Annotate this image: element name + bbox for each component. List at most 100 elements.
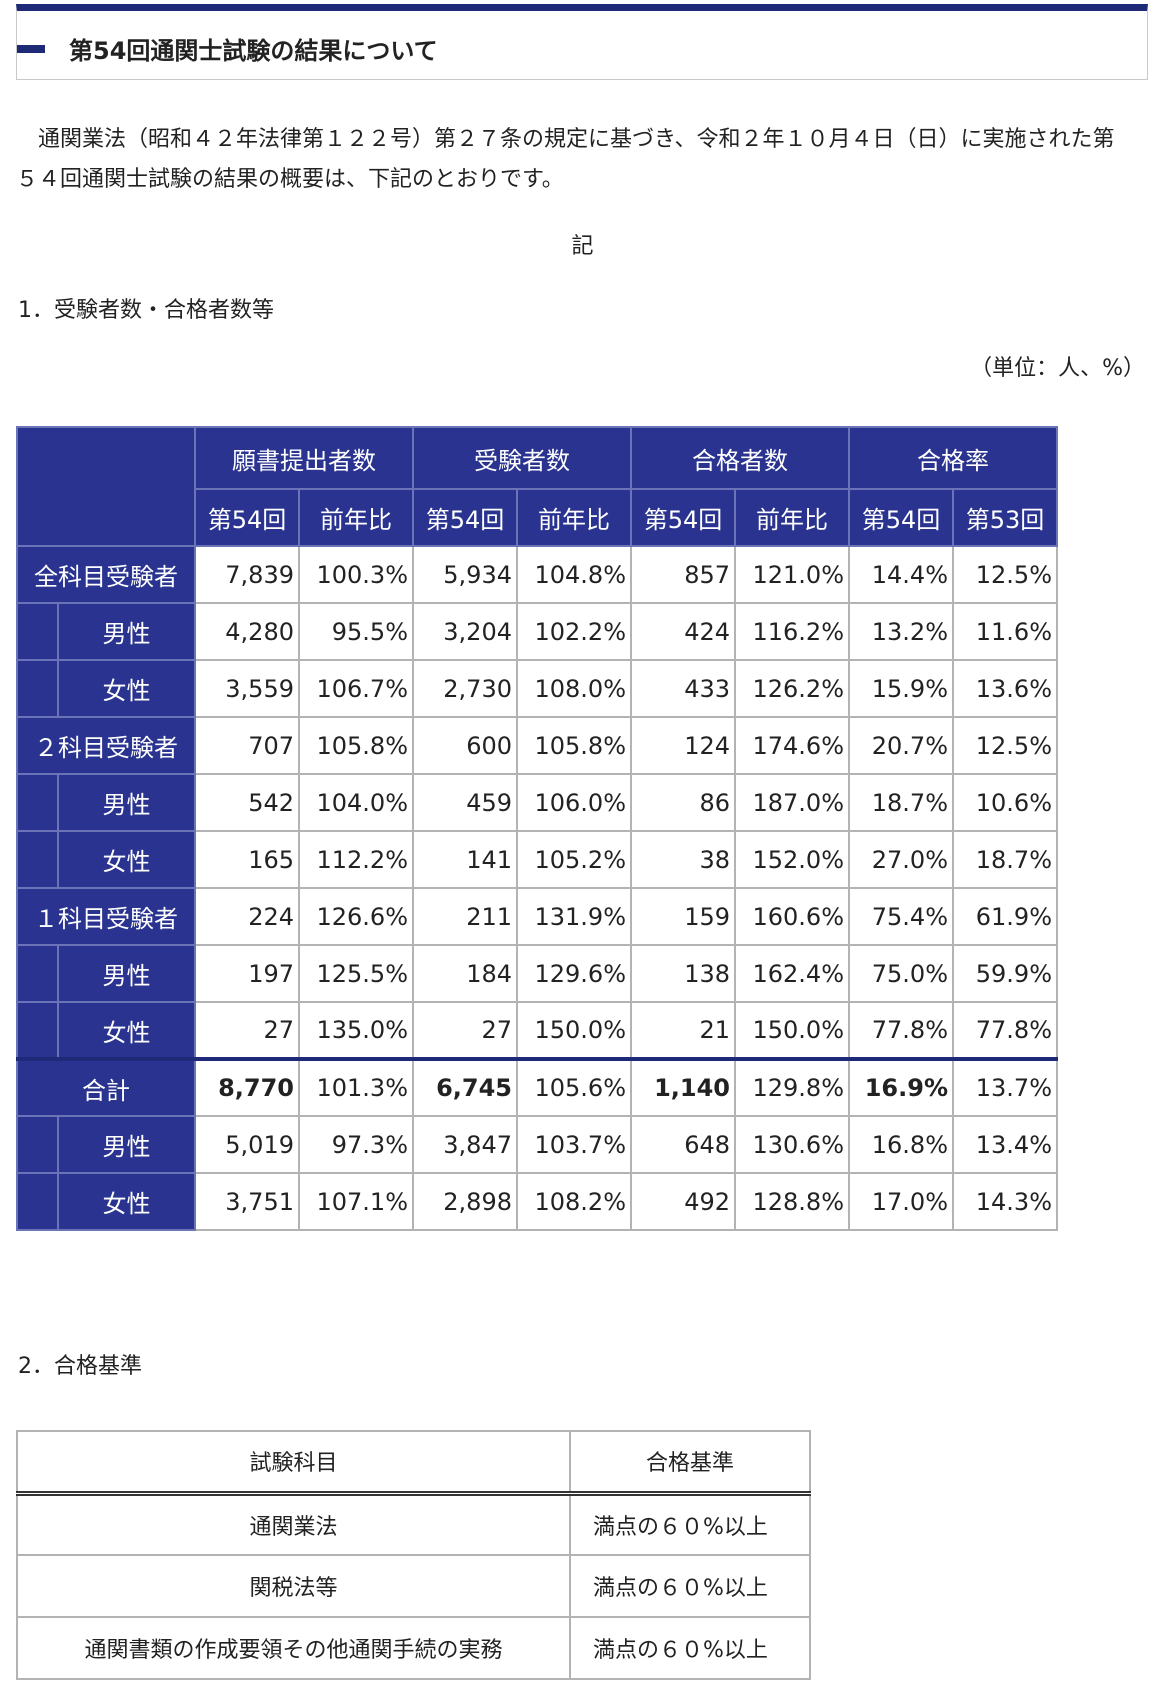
table-cell: 105.8% — [298, 716, 414, 775]
group-header-pass-rate: 合格率 — [848, 426, 1058, 490]
table-cell: 129.6% — [516, 944, 632, 1003]
group-header-examinees: 受験者数 — [412, 426, 632, 490]
table-row: ２科目受験者 707 105.8% 600 105.8% 124 174.6% 20.7% 12… — [16, 716, 1058, 775]
table-cell: 95.5% — [298, 602, 414, 661]
results-body: 全科目受験者 7,839 100.3% 5,934 104.8% 857 121.0% 14.… — [16, 545, 1058, 1231]
table-cell: 106.7% — [298, 659, 414, 718]
table-row: 女性 165 112.2% 141 105.2% 38 152.0% 27.0% 18.7% — [16, 830, 1058, 889]
table-cell: 16.8% — [848, 1115, 954, 1174]
subheader: 第54回 — [412, 488, 518, 547]
subheader: 第54回 — [194, 488, 300, 547]
table-cell: 13.2% — [848, 602, 954, 661]
row-label: 女性 — [57, 659, 196, 718]
subheader: 前年比 — [516, 488, 632, 547]
criteria-header-subject: 試験科目 — [16, 1430, 571, 1496]
table-cell: 107.1% — [298, 1172, 414, 1231]
table-row: １科目受験者 224 126.6% 211 131.9% 159 160.6% 75.4% 61… — [16, 887, 1058, 946]
table-row: 男性 4,280 95.5% 3,204 102.2% 424 116.2% 13.2% 11.… — [16, 602, 1058, 661]
row-indent — [16, 944, 59, 1003]
subheader: 第54回 — [630, 488, 736, 547]
table-cell: 3,751 — [194, 1172, 300, 1231]
row-label: 男性 — [57, 773, 196, 832]
table-cell: 17.0% — [848, 1172, 954, 1231]
row-label: 全科目受験者 — [16, 545, 196, 604]
table-cell: 5,019 — [194, 1115, 300, 1174]
table-cell: 126.2% — [734, 659, 850, 718]
criteria-header-standard: 合格基準 — [569, 1430, 811, 1496]
table-cell: 141 — [412, 830, 518, 889]
table-cell: 101.3% — [298, 1057, 414, 1117]
table-cell: 184 — [412, 944, 518, 1003]
table-cell: 38 — [630, 830, 736, 889]
table-cell: 105.2% — [516, 830, 632, 889]
table-cell: 424 — [630, 602, 736, 661]
table-cell: 15.9% — [848, 659, 954, 718]
table-cell: 86 — [630, 773, 736, 832]
table-cell: 102.2% — [516, 602, 632, 661]
group-header-passers: 合格者数 — [630, 426, 850, 490]
table-cell: 165 — [194, 830, 300, 889]
criteria-standard: 満点の６０%以上 — [569, 1492, 811, 1556]
table-cell: 129.8% — [734, 1057, 850, 1117]
table-cell: 27 — [412, 1001, 518, 1060]
section2-heading: 2．合格基準 — [18, 1354, 142, 1379]
table-cell: 126.6% — [298, 887, 414, 946]
table-cell: 14.4% — [848, 545, 954, 604]
table-cell: 16.9% — [848, 1057, 954, 1117]
table-cell: 3,204 — [412, 602, 518, 661]
row-indent — [16, 1001, 59, 1060]
table-cell: 162.4% — [734, 944, 850, 1003]
table-cell: 13.4% — [952, 1115, 1058, 1174]
table-cell: 100.3% — [298, 545, 414, 604]
table-cell: 108.0% — [516, 659, 632, 718]
row-label: 男性 — [57, 944, 196, 1003]
table-cell: 2,898 — [412, 1172, 518, 1231]
table-cell: 108.2% — [516, 1172, 632, 1231]
table-cell: 857 — [630, 545, 736, 604]
table-cell: 105.6% — [516, 1057, 632, 1117]
table-cell: 8,770 — [194, 1057, 300, 1117]
table-cell: 1,140 — [630, 1057, 736, 1117]
table-cell: 12.5% — [952, 716, 1058, 775]
table-cell: 224 — [194, 887, 300, 946]
criteria-subject: 関税法等 — [16, 1554, 571, 1618]
criteria-standard: 満点の６０%以上 — [569, 1554, 811, 1618]
table-cell: 211 — [412, 887, 518, 946]
table-cell: 116.2% — [734, 602, 850, 661]
table-cell: 600 — [412, 716, 518, 775]
table-row: 合計 8,770 101.3% 6,745 105.6% 1,140 129.8% 16.9%… — [16, 1057, 1058, 1117]
table-cell: 103.7% — [516, 1115, 632, 1174]
row-label: 女性 — [57, 830, 196, 889]
table-cell: 2,730 — [412, 659, 518, 718]
subheader: 第54回 — [848, 488, 954, 547]
table-cell: 104.8% — [516, 545, 632, 604]
subheader: 前年比 — [734, 488, 850, 547]
table-cell: 27 — [194, 1001, 300, 1060]
table-cell: 707 — [194, 716, 300, 775]
table-row: 男性 5,019 97.3% 3,847 103.7% 648 130.6% 16.8% 13.… — [16, 1115, 1058, 1174]
table-cell: 542 — [194, 773, 300, 832]
row-indent — [16, 773, 59, 832]
row-label: ２科目受験者 — [16, 716, 196, 775]
subheader: 第53回 — [952, 488, 1058, 547]
table-cell: 13.6% — [952, 659, 1058, 718]
table-cell: 77.8% — [952, 1001, 1058, 1060]
table-cell: 106.0% — [516, 773, 632, 832]
corner-header — [16, 426, 196, 547]
table-cell: 20.7% — [848, 716, 954, 775]
table-cell: 125.5% — [298, 944, 414, 1003]
table-cell: 4,280 — [194, 602, 300, 661]
table-row: 男性 197 125.5% 184 129.6% 138 162.4% 75.0% 59.9% — [16, 944, 1058, 1003]
row-label: 男性 — [57, 602, 196, 661]
table-cell: 6,745 — [412, 1057, 518, 1117]
table-cell: 18.7% — [848, 773, 954, 832]
page-title: 第54回通関士試験の結果について — [69, 37, 438, 65]
table-cell: 174.6% — [734, 716, 850, 775]
criteria-subject: 通関業法 — [16, 1492, 571, 1556]
row-indent — [16, 1115, 59, 1174]
row-label: 女性 — [57, 1172, 196, 1231]
table-cell: 10.6% — [952, 773, 1058, 832]
table-cell: 121.0% — [734, 545, 850, 604]
criteria-standard: 満点の６０%以上 — [569, 1616, 811, 1680]
table-row: 女性 27 135.0% 27 150.0% 21 150.0% 77.8% 77.8% — [16, 1001, 1058, 1060]
